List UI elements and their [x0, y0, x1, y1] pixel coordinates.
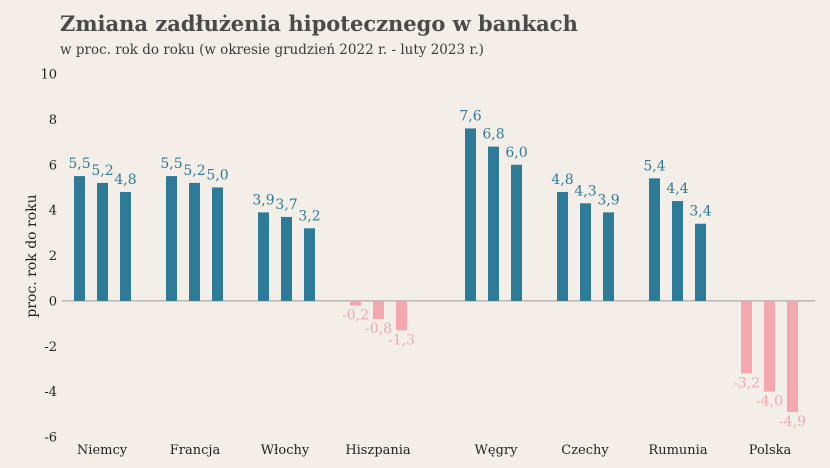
y-axis-ticks: 10 8 6 4 2 0 -2 -4 -6: [40, 68, 57, 446]
data-label: 3,9: [252, 192, 274, 208]
category-label: Polska: [749, 443, 792, 458]
data-label: 4,4: [666, 181, 688, 197]
bar: [304, 228, 315, 301]
bar: [603, 212, 614, 301]
data-label: -0,8: [365, 321, 392, 337]
bar: [97, 182, 108, 301]
bar: [212, 187, 223, 301]
data-label: -4,9: [779, 414, 806, 430]
category-label: Hiszpania: [345, 443, 411, 458]
y-tick-label: 10: [40, 68, 57, 83]
data-label: 5,4: [643, 158, 665, 174]
y-tick-label: 4: [49, 204, 57, 219]
bar: [258, 212, 269, 301]
chart-title: Zmiana zadłużenia hipotecznego w bankach: [60, 11, 578, 36]
bar: [741, 300, 752, 374]
data-label: 4,8: [114, 172, 136, 188]
data-label: -1,3: [388, 332, 415, 348]
category-label: Rumunia: [648, 443, 707, 458]
bar: [557, 191, 568, 301]
data-label: 7,6: [459, 108, 481, 124]
bar: [488, 146, 499, 301]
data-label: 5,0: [206, 167, 228, 183]
y-tick-label: 0: [49, 294, 57, 309]
y-tick-label: 2: [49, 249, 57, 264]
data-label: 5,2: [183, 163, 205, 179]
y-tick-label: 6: [49, 158, 57, 173]
bar: [764, 300, 775, 392]
bar: [166, 176, 177, 301]
y-tick-label: -6: [44, 431, 57, 446]
category-label: Węgry: [475, 443, 519, 458]
data-label: 3,7: [275, 197, 297, 213]
y-tick-label: -4: [44, 385, 57, 400]
bar: [672, 201, 683, 301]
bar: [120, 191, 131, 301]
category-label: Niemcy: [77, 443, 128, 458]
bar: [649, 178, 660, 301]
bar: [580, 203, 591, 301]
category-label: Włochy: [261, 443, 310, 458]
data-label: 5,5: [68, 156, 90, 172]
data-label: 5,2: [91, 163, 113, 179]
data-label: 6,0: [505, 145, 527, 161]
data-label: 5,5: [160, 156, 182, 172]
bar: [695, 223, 706, 301]
category-label: Czechy: [561, 443, 609, 458]
bar: [350, 300, 361, 306]
y-axis-label: proc. rok do roku: [24, 194, 40, 317]
bar: [511, 164, 522, 301]
category-label: Francja: [170, 443, 221, 458]
data-label: -4,0: [756, 394, 783, 410]
data-label: 4,3: [574, 183, 596, 199]
data-label: -0,2: [342, 307, 369, 323]
bar: [787, 300, 798, 413]
chart-subtitle: w proc. rok do roku (w okresie grudzień …: [60, 42, 484, 58]
data-label: 6,8: [482, 127, 504, 143]
bar: [465, 128, 476, 301]
data-label: 4,8: [551, 172, 573, 188]
bar: [74, 176, 85, 301]
data-label: 3,4: [689, 204, 711, 220]
bar: [396, 300, 407, 331]
data-label: 3,2: [298, 208, 320, 224]
bar: [281, 216, 292, 301]
bars-group: 5,5 5,24,85,5 5,2 5,03,9 3,73,2-0,2-0,8-1,37…: [68, 108, 806, 430]
y-tick-label: -2: [44, 340, 57, 355]
data-label: 3,9: [597, 192, 619, 208]
bar: [189, 182, 200, 301]
bar: [373, 300, 384, 320]
category-labels: Niemcy Francja Włochy Hiszpania Węgry Czechy R…: [77, 443, 792, 458]
data-label: -3,2: [733, 375, 760, 391]
y-tick-label: 8: [49, 113, 57, 128]
